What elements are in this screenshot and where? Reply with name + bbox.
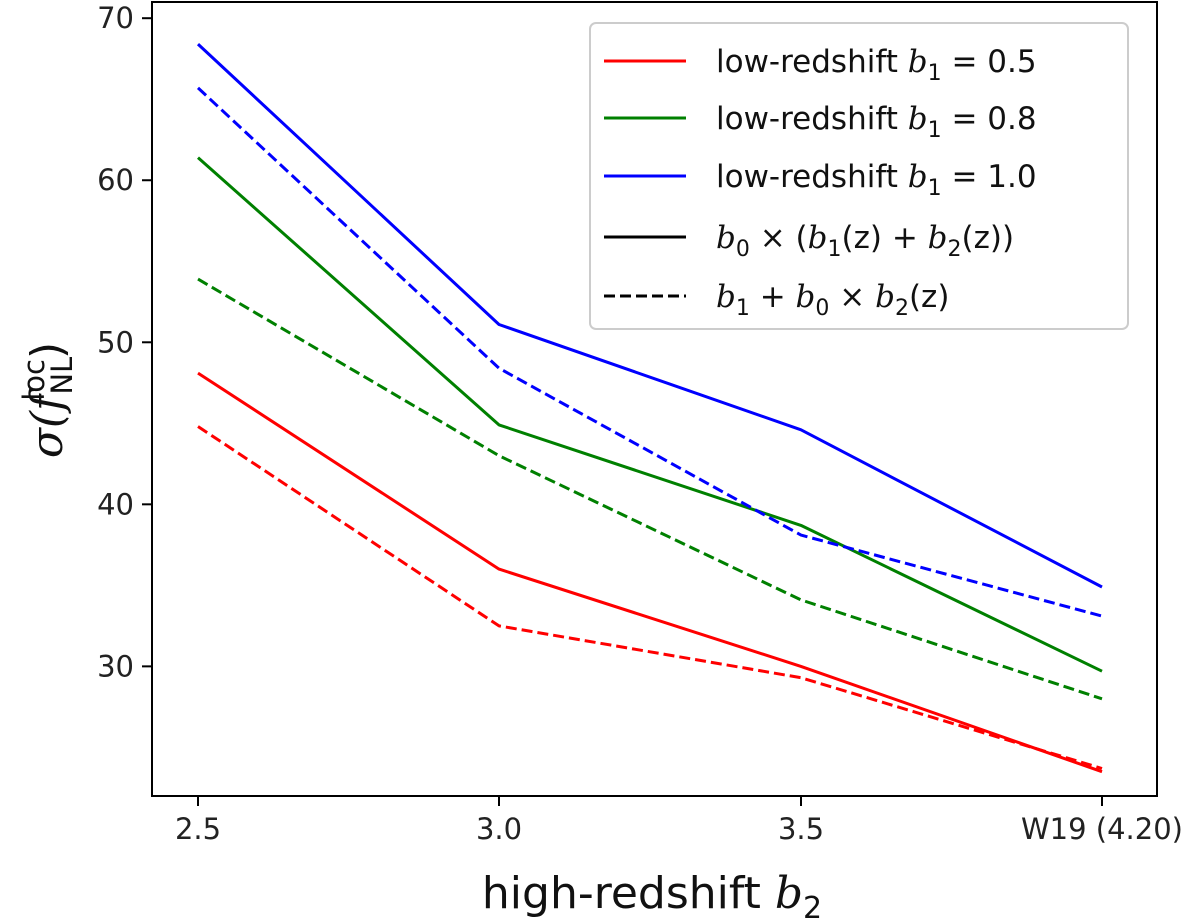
y-tick-label: 30 [97,649,134,683]
legend: low-redshift b1 = 0.5 low-redshift b1 = 0… [589,22,1129,330]
legend-entries: low-redshift b1 = 0.5 low-redshift b1 = 0… [604,44,1037,321]
series-line-3 [197,156,1103,673]
plot-frame [151,1,1158,797]
y-axis-title: σ(fNLloc) [17,342,79,458]
y-tick-label: 60 [97,163,134,197]
series-line-2 [197,425,1103,770]
y-tick-label: 70 [97,1,134,35]
x-tick-label: W19 (4.20) [1021,812,1183,846]
x-tick-label: 2.5 [175,812,221,846]
series-line-1 [197,371,1103,774]
series-line-4 [197,277,1103,701]
x-tick-label: 3.5 [778,812,824,846]
legend-label-1: low-redshift b1 = 0.5 [716,44,1037,86]
legend-label-5: b1​ + b0​ × b2​(z) [716,279,949,321]
legend-label-3: low-redshift b1 = 1.0 [716,159,1037,201]
legend-label-4: b0​ × (b1​(z) + b2​(z)) [716,220,1014,262]
legend-label-2: low-redshift b1 = 0.8 [716,101,1037,143]
y-tick-label: 40 [97,487,134,521]
series-line-5 [196,43,1103,589]
x-tick-label: 3.0 [476,812,522,846]
series-lines [196,43,1103,774]
legend-box [589,22,1129,330]
y-axis-title-group: σ(fNLloc) [17,342,79,458]
x-axis-title: high-redshift b2 [482,868,822,921]
y-tick-label: 50 [97,325,134,359]
series-line-6 [196,86,1103,618]
axis-ticks: 2.5 3.0 3.5 W19 (4.20) 30 40 50 60 70 [97,1,1183,846]
